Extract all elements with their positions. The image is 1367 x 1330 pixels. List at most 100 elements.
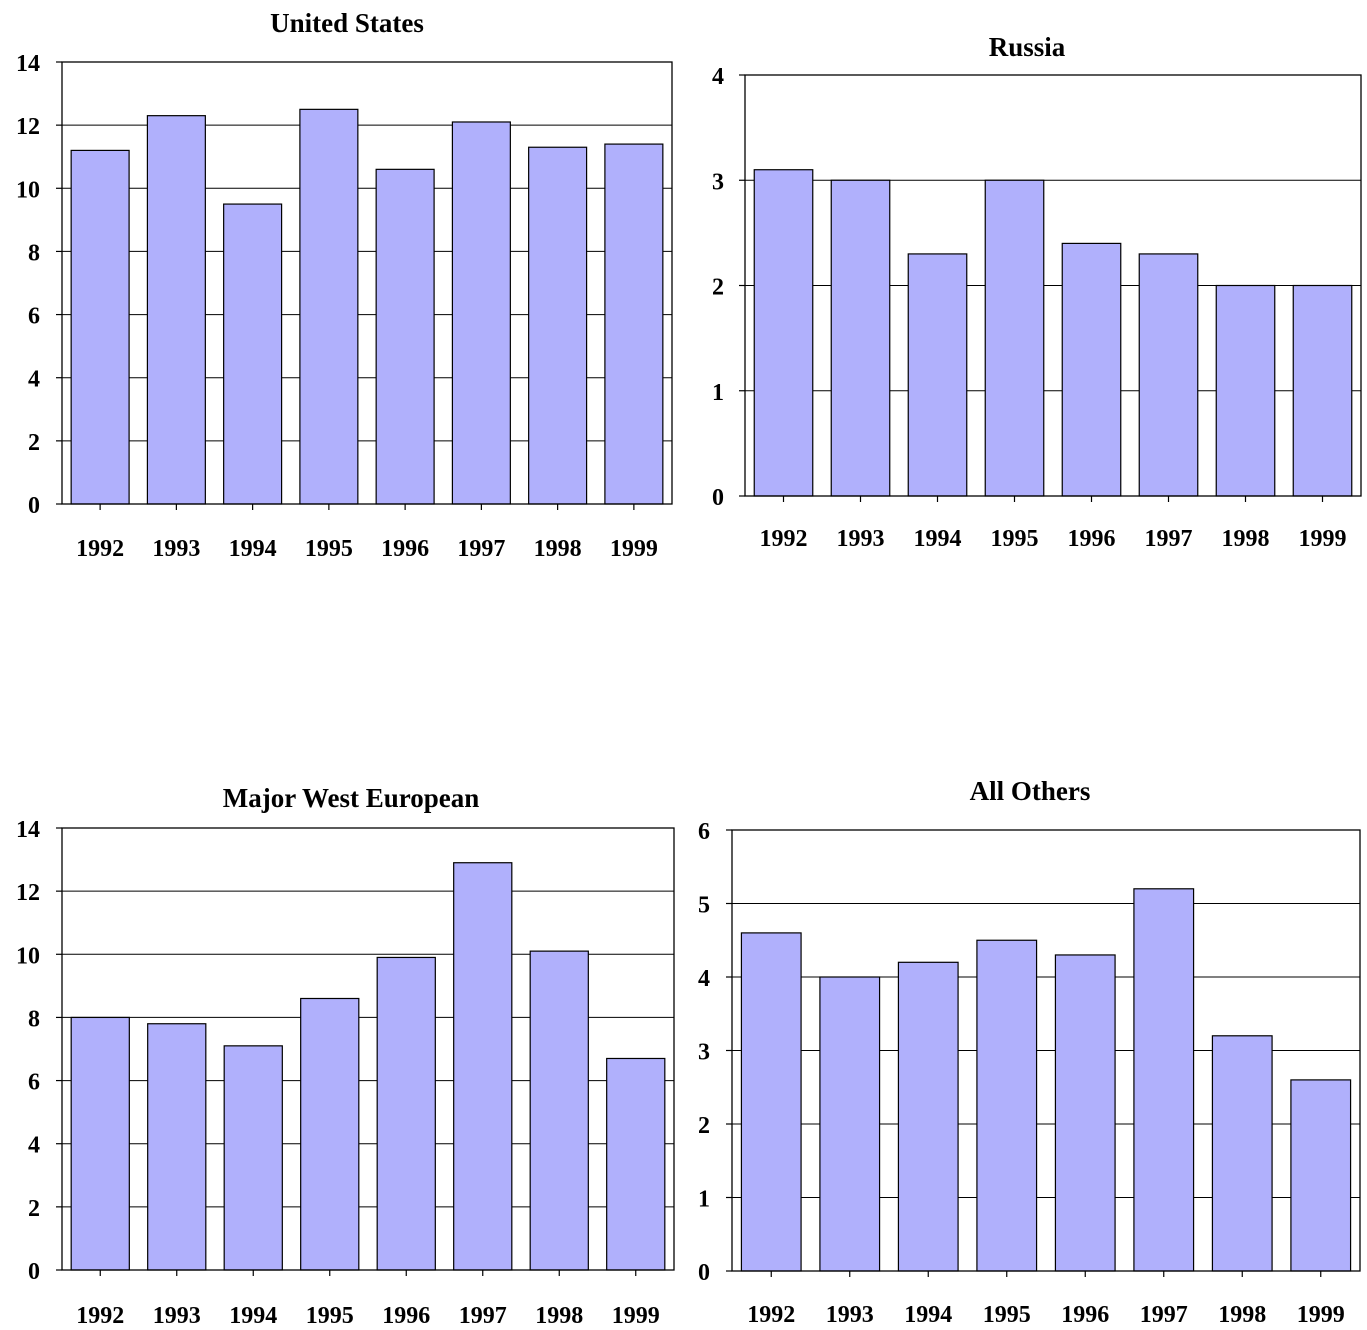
chart-title: United States xyxy=(270,8,424,38)
x-tick-label: 1995 xyxy=(991,526,1039,552)
x-tick-label: 1994 xyxy=(904,1302,952,1328)
y-tick-label: 6 xyxy=(28,1070,40,1096)
bar-1998 xyxy=(529,950,589,1271)
x-tick-label: 1993 xyxy=(826,1302,874,1328)
y-tick-label: 10 xyxy=(16,943,40,969)
y-tick-label: 6 xyxy=(698,819,710,845)
x-tick-label: 1997 xyxy=(459,1303,507,1329)
bar-1999 xyxy=(1292,284,1353,497)
bar-1993 xyxy=(146,115,206,505)
x-tick-label: 1998 xyxy=(534,536,582,562)
x-tick-label: 1997 xyxy=(457,536,505,562)
bar-1996 xyxy=(376,956,436,1271)
bar-1996 xyxy=(1061,242,1122,497)
bar-1999 xyxy=(1290,1079,1352,1272)
y-tick-label: 1 xyxy=(698,1187,710,1213)
x-tick-label: 1995 xyxy=(305,536,353,562)
y-tick-label: 12 xyxy=(16,114,40,140)
bar-1994 xyxy=(223,203,283,505)
x-tick-label: 1996 xyxy=(1061,1302,1109,1328)
chart-united-states: United States 0 2 4 6 8 10 12 14 1992 1993 1994 1995… xyxy=(16,8,673,562)
y-tick-label: 10 xyxy=(16,177,40,203)
bar-1997 xyxy=(1133,888,1195,1272)
bar-1996 xyxy=(1054,954,1116,1272)
x-tick-label: 1996 xyxy=(382,1303,430,1329)
y-tick-label: 2 xyxy=(28,430,40,456)
x-tick-label: 1997 xyxy=(1140,1302,1188,1328)
x-tick-label: 1999 xyxy=(612,1303,660,1329)
bar-1994 xyxy=(223,1045,283,1271)
bar-1999 xyxy=(606,1057,666,1271)
bar-1993 xyxy=(147,1023,207,1271)
bar-1993 xyxy=(830,179,891,497)
y-tick-label: 6 xyxy=(28,304,40,330)
bar-1993 xyxy=(819,976,881,1272)
y-tick-label: 3 xyxy=(712,169,724,195)
plot-area-frame xyxy=(731,829,1361,1272)
y-tick-label: 4 xyxy=(28,367,40,393)
y-tick-label: 0 xyxy=(698,1260,710,1286)
x-tick-label: 1996 xyxy=(381,536,429,562)
bar-1995 xyxy=(299,108,359,505)
bar-1992 xyxy=(753,169,814,497)
x-tick-label: 1997 xyxy=(1145,526,1193,552)
plot-area-frame xyxy=(744,74,1362,497)
x-tick-label: 1999 xyxy=(1299,526,1347,552)
bar-1995 xyxy=(984,179,1045,497)
x-tick-label: 1992 xyxy=(747,1302,795,1328)
chart-title: Russia xyxy=(989,32,1066,62)
bar-1997 xyxy=(1138,253,1199,497)
y-tick-label: 12 xyxy=(16,880,40,906)
chart-russia: Russia 0 1 2 3 4 1992 1993 1994 1995 1996 1997 1998 1… xyxy=(712,32,1362,552)
y-tick-label: 4 xyxy=(28,1133,40,1159)
bar-1997 xyxy=(451,121,511,505)
y-tick-label: 0 xyxy=(28,1259,40,1285)
y-tick-label: 14 xyxy=(16,51,40,77)
bar-1992 xyxy=(70,149,130,505)
bar-1996 xyxy=(375,168,435,505)
y-tick-label: 5 xyxy=(698,893,710,919)
y-tick-label: 4 xyxy=(712,64,724,90)
y-tick-label: 14 xyxy=(16,817,40,843)
x-tick-label: 1999 xyxy=(610,536,658,562)
y-tick-label: 2 xyxy=(28,1196,40,1222)
bar-1997 xyxy=(453,862,513,1271)
x-tick-label: 1992 xyxy=(76,536,124,562)
x-tick-label: 1993 xyxy=(152,536,200,562)
y-tick-label: 4 xyxy=(698,966,710,992)
x-tick-label: 1998 xyxy=(535,1303,583,1329)
bar-1998 xyxy=(1215,284,1276,497)
plot-area-frame xyxy=(61,827,675,1271)
chart-all-others: All Others 0 1 2 3 4 5 6 1992 1993 1994 1995 1996 199… xyxy=(698,776,1361,1328)
x-tick-label: 1998 xyxy=(1218,1302,1266,1328)
x-tick-label: 1998 xyxy=(1222,526,1270,552)
bar-1992 xyxy=(70,1016,130,1271)
bar-1999 xyxy=(604,143,664,505)
y-tick-label: 2 xyxy=(712,275,724,301)
y-tick-label: 1 xyxy=(712,380,724,406)
x-tick-label: 1992 xyxy=(76,1303,124,1329)
x-tick-label: 1994 xyxy=(229,1303,277,1329)
bar-1995 xyxy=(976,939,1038,1272)
y-tick-label: 0 xyxy=(712,485,724,511)
y-tick-label: 8 xyxy=(28,240,40,266)
x-tick-label: 1993 xyxy=(837,526,885,552)
x-tick-label: 1996 xyxy=(1068,526,1116,552)
plot-area-frame xyxy=(61,61,673,505)
y-tick-label: 8 xyxy=(28,1006,40,1032)
bar-1995 xyxy=(300,997,360,1271)
bar-1992 xyxy=(740,932,802,1272)
bar-1998 xyxy=(528,146,588,505)
x-tick-label: 1999 xyxy=(1297,1302,1345,1328)
x-tick-label: 1992 xyxy=(760,526,808,552)
y-tick-label: 3 xyxy=(698,1040,710,1066)
x-tick-label: 1993 xyxy=(153,1303,201,1329)
y-tick-label: 2 xyxy=(698,1113,710,1139)
x-tick-label: 1994 xyxy=(229,536,277,562)
x-tick-label: 1994 xyxy=(914,526,962,552)
bar-1998 xyxy=(1211,1035,1273,1272)
x-tick-label: 1995 xyxy=(983,1302,1031,1328)
chart-major-west-european: Major West European 0 2 4 6 8 10 12 14 1992 1993 19… xyxy=(16,783,675,1329)
x-tick-label: 1995 xyxy=(306,1303,354,1329)
bar-1994 xyxy=(897,961,959,1272)
